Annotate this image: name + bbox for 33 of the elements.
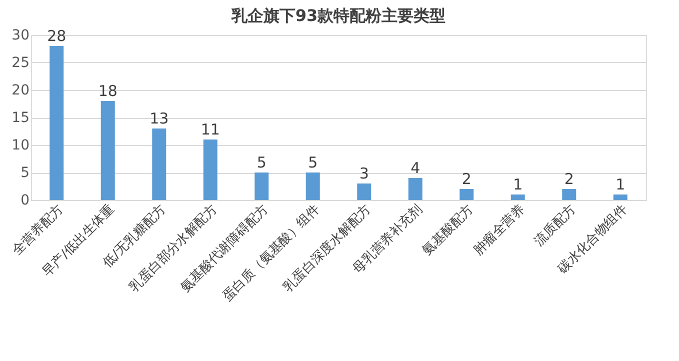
y-tick-label: 25 (12, 55, 30, 71)
bar (510, 194, 525, 200)
data-label: 5 (308, 154, 318, 172)
data-label: 1 (616, 176, 626, 194)
bar (254, 172, 269, 200)
data-label: 1 (513, 176, 523, 194)
bar (408, 178, 422, 200)
data-label: 2 (564, 170, 574, 188)
bar (306, 172, 320, 200)
y-tick-label: 30 (12, 28, 30, 44)
bar (357, 184, 372, 200)
data-label: 18 (98, 82, 118, 100)
bar (152, 128, 166, 200)
data-label: 11 (200, 120, 220, 138)
chart-title: 乳企旗下93款特配粉主要类型 (230, 6, 446, 25)
data-label: 2 (462, 170, 472, 188)
y-tick-label: 0 (20, 192, 30, 208)
y-tick-label: 15 (12, 110, 30, 126)
data-label: 3 (359, 164, 369, 182)
data-label: 4 (410, 159, 420, 177)
bar (203, 140, 218, 200)
data-label: 13 (150, 110, 169, 128)
y-tick-label: 5 (20, 165, 30, 181)
bar (562, 189, 576, 200)
bar (613, 194, 628, 200)
data-label: 28 (47, 27, 66, 45)
data-label: 5 (256, 154, 266, 172)
bar (50, 46, 64, 200)
bar (460, 189, 474, 200)
y-tick-label: 20 (12, 82, 30, 98)
bar (100, 101, 115, 200)
y-tick-label: 10 (12, 138, 30, 154)
x-tick-label: 肿瘤全营养 (470, 201, 528, 258)
